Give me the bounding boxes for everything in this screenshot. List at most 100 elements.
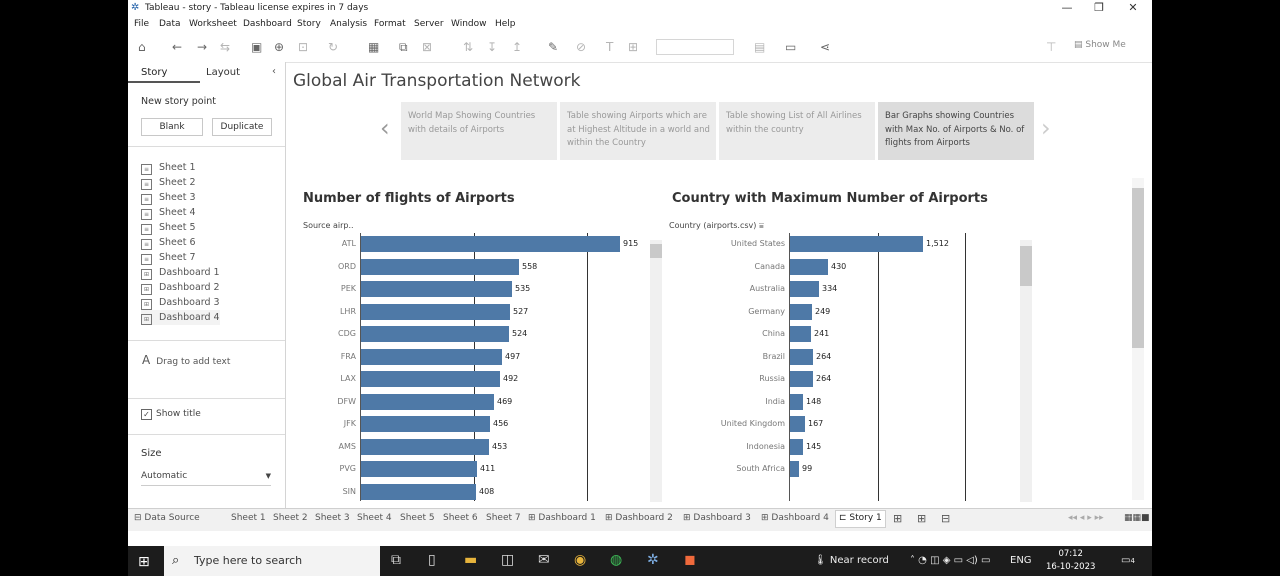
duplicate-button[interactable]: Duplicate [212,118,272,136]
bar[interactable] [790,393,803,410]
bar[interactable] [361,438,489,455]
category-label[interactable]: China [762,329,785,338]
chart-scrollbar[interactable] [650,240,662,502]
new-worksheet-tab-icon[interactable]: ⊞ [893,512,903,525]
story-scrollbar[interactable] [1132,178,1144,500]
bar[interactable] [361,483,476,500]
home-icon[interactable]: ⌂ [138,40,146,54]
show-cards-icon[interactable]: ▤ [754,40,766,54]
category-label[interactable]: Canada [754,261,785,271]
bar[interactable] [361,258,519,275]
windows-start-icon[interactable]: ⊞ [138,554,150,570]
pin-icon[interactable]: ⊤ [1046,40,1057,54]
taskbar-search[interactable]: ⌕ Type here to search [164,546,380,576]
bar[interactable] [790,281,819,297]
new-dashboard-tab-icon[interactable]: ⊞ [917,512,927,525]
notification-icon[interactable]: ▭4 [1121,555,1135,566]
share-icon[interactable]: ⋖ [820,40,831,54]
store-icon[interactable]: ◫ [501,552,515,568]
new-data-source-icon[interactable]: ⊕ [274,40,285,54]
scrollbar-thumb[interactable] [1020,246,1032,286]
redo-icon[interactable]: → [197,40,208,54]
sheet-item[interactable]: ≡ Sheet 4 [141,205,220,220]
sheet-tab[interactable]: Sheet 3 [315,513,350,523]
sheet-tab[interactable]: Sheet 1 [231,513,266,523]
bar[interactable] [790,258,828,275]
chrome-icon[interactable]: ◉ [574,552,587,568]
restore-button[interactable]: ❐ [1094,1,1104,14]
show-title-checkbox[interactable]: ✓ Show title [141,409,201,420]
bar-plot[interactable]: 915 558 535 527 524 497 492 469 456 453 411 408 [360,233,651,501]
menu-format[interactable]: Format [374,19,406,29]
labels-icon[interactable]: T [606,40,614,54]
category-label[interactable]: LHR [339,306,356,316]
sheet-item[interactable]: ≡ Sheet 5 [141,220,220,235]
scrollbar-thumb[interactable] [1132,188,1144,348]
bar[interactable] [361,371,500,387]
language-indicator[interactable]: ENG [1010,555,1032,566]
task-view-icon[interactable]: ⧉ [391,552,401,568]
mail-icon[interactable]: ✉ [538,552,550,568]
tab-data-source[interactable]: ⊟ Data Source [134,513,200,523]
sheet-item[interactable]: ≡ Sheet 6 [141,235,220,250]
sort-icon[interactable]: ⩸ [758,221,764,230]
bar[interactable] [790,303,812,320]
category-label[interactable]: PEK [340,284,356,293]
close-button[interactable]: ✕ [1128,1,1138,14]
fit-dropdown[interactable] [656,39,734,55]
category-label[interactable]: United States [730,239,785,248]
tab-navigation-icon[interactable]: ◂◂ ◂ ▸ ▸▸ [1068,513,1104,523]
category-label[interactable]: Brazil [762,351,785,361]
category-label[interactable]: ATL [341,239,356,248]
category-label[interactable]: India [765,396,785,406]
category-label[interactable]: LAX [340,374,356,383]
bar[interactable] [790,236,923,252]
recorder-icon[interactable]: ◼ [684,552,696,568]
category-label[interactable]: SIN [342,486,356,496]
minimize-button[interactable]: — [1061,1,1073,14]
story-tab-active[interactable]: ⊏ Story 1 [835,510,886,528]
story-point[interactable]: Table showing List of All Airlines withi… [719,102,875,160]
story-point-active[interactable]: Bar Graphs showing Countries with Max No… [878,102,1034,160]
next-point-arrow-icon[interactable]: › [1041,114,1051,142]
category-label[interactable]: JFK [343,419,356,428]
sheet-item[interactable]: ≡ Sheet 3 [141,190,220,205]
sheet-tab[interactable]: Sheet 5 [400,513,435,523]
category-label[interactable]: PVG [339,464,357,473]
category-label[interactable]: DFW [337,396,356,406]
menu-worksheet[interactable]: Worksheet [189,19,237,29]
tableau-taskbar-icon[interactable]: ✲ [647,552,659,568]
tab-layout[interactable]: Layout [206,67,240,78]
size-dropdown[interactable]: Automatic ▼ [141,471,271,486]
bar[interactable] [361,416,490,432]
sheet-item[interactable]: ≡ Sheet 2 [141,175,220,190]
bar[interactable] [361,303,510,320]
menu-file[interactable]: File [134,19,150,29]
bar[interactable] [361,236,620,252]
category-label[interactable]: FRA [340,351,356,361]
bar[interactable] [790,416,805,432]
bar-plot[interactable]: 1,512 430 334 249 241 264 264 148 167 145 99 [789,233,1020,501]
tab-story[interactable]: Story [141,67,168,78]
undo-icon[interactable]: ← [172,40,183,54]
highlight-icon[interactable]: ✎ [548,40,559,54]
bar[interactable] [790,326,811,342]
view-toggle-icon[interactable]: ▦▦■ [1124,513,1150,523]
sheet-item[interactable]: ≡ Sheet 1 [141,160,220,175]
dashboard-item[interactable]: ⊞ Dashboard 4 [141,310,220,325]
story-point[interactable]: World Map Showing Countries with details… [401,102,557,160]
sheet-item[interactable]: ≡ Sheet 7 [141,250,220,265]
clear-sheet-icon[interactable]: ⊠ [422,40,433,54]
group-icon[interactable]: ⊘ [576,40,587,54]
story-point[interactable]: Table showing Airports which are at High… [560,102,716,160]
category-label[interactable]: AMS [338,441,356,451]
presentation-mode-icon[interactable]: ▭ [785,40,797,54]
category-label[interactable]: ORD [337,261,356,271]
sheet-tab[interactable]: Sheet 7 [486,513,521,523]
menu-window[interactable]: Window [451,19,487,29]
bar[interactable] [361,348,502,365]
menu-server[interactable]: Server [414,19,444,29]
scrollbar-thumb[interactable] [650,244,662,258]
dashboard-tab[interactable]: ⊞ Dashboard 2 [605,513,673,523]
system-tray-icons[interactable]: ˄ ◔ ◫ ◈ ▭ ◁) ▭ [910,555,991,566]
